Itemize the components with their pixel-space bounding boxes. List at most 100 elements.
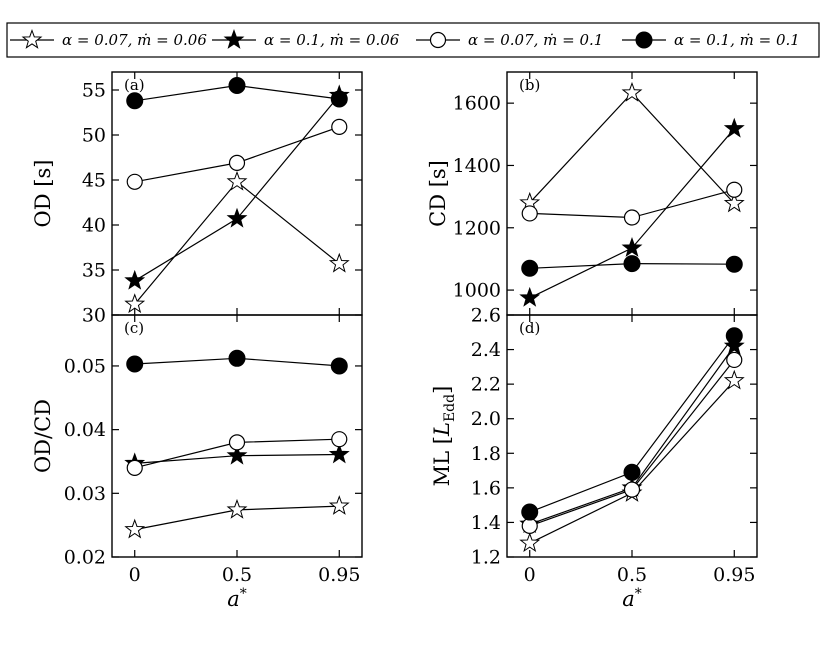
data-point xyxy=(521,517,538,534)
legend-box xyxy=(6,22,820,58)
y-tick-label: 55 xyxy=(82,80,106,102)
data-point xyxy=(124,518,146,539)
legend-marker xyxy=(429,31,447,49)
data-point xyxy=(723,369,745,390)
y-tick-label: 1000 xyxy=(453,280,501,302)
legend-label: α = 0.1, ṁ = 0.1 xyxy=(674,31,800,49)
data-point xyxy=(328,443,350,464)
data-point xyxy=(226,170,248,191)
data-point xyxy=(623,209,641,226)
data-point xyxy=(723,117,745,138)
data-point xyxy=(723,192,745,213)
series-line xyxy=(529,380,735,544)
data-point xyxy=(621,81,643,102)
panel-label: (a) xyxy=(124,76,145,94)
y-tick-label: 1.8 xyxy=(471,443,501,465)
data-point xyxy=(519,286,541,307)
data-point xyxy=(126,459,143,476)
y-tick-label: 50 xyxy=(82,125,106,147)
data-point xyxy=(725,255,743,273)
panel-b: 1000 1200 1400 1600 (b) CD [s] xyxy=(426,71,758,316)
y-tick-label: 45 xyxy=(82,170,106,192)
y-tick-label: 2.6 xyxy=(471,305,501,327)
data-point xyxy=(124,293,146,314)
y-tick-label: 30 xyxy=(82,305,106,327)
y-tick-label: 0.05 xyxy=(64,355,106,377)
series-line xyxy=(134,180,340,305)
data-point xyxy=(726,351,743,369)
series-line xyxy=(134,95,340,282)
data-point xyxy=(126,92,144,110)
data-point xyxy=(725,327,743,345)
y-tick-label: 1400 xyxy=(453,155,501,177)
data-point xyxy=(126,355,144,373)
series-line xyxy=(529,359,735,527)
y-tick-label: 1200 xyxy=(453,217,501,239)
legend-entry: α = 0.07, ṁ = 0.1 xyxy=(416,31,603,49)
data-point xyxy=(228,154,246,171)
x-tick-label: 0.95 xyxy=(318,564,360,586)
x-tick-label: 0.5 xyxy=(222,564,252,586)
panel-c: 0.02 0.03 0.04 0.05 0 0.5 0.95 (c) OD/CD xyxy=(31,314,363,586)
y-tick-label: 2.2 xyxy=(471,374,501,396)
series-line xyxy=(529,92,735,204)
legend-marker xyxy=(223,29,245,49)
data-point xyxy=(723,335,745,355)
y-axis-label: OD/CD xyxy=(31,399,55,473)
panel-d: 1.2 1.4 1.6 1.8 2.0 2.2 2.4 2.6 0 0.5 0.95 (d) ML [L… xyxy=(430,305,758,586)
data-point xyxy=(228,349,246,367)
x-axis-label: a* xyxy=(227,586,247,611)
plot-frame xyxy=(111,71,363,316)
data-point xyxy=(623,481,641,498)
data-point xyxy=(328,252,350,273)
x-axis-label: a* xyxy=(622,586,642,611)
legend-marker xyxy=(21,29,43,49)
x-tick-label: 0 xyxy=(129,564,141,586)
legend-label: α = 0.1, ṁ = 0.06 xyxy=(264,31,400,49)
y-tick-label: 1600 xyxy=(453,93,501,115)
data-point xyxy=(228,434,246,451)
data-point xyxy=(226,444,248,465)
y-tick-label: 2.4 xyxy=(471,339,501,361)
data-point xyxy=(726,181,743,198)
data-point xyxy=(521,259,539,277)
data-point xyxy=(623,255,641,273)
data-point xyxy=(330,357,348,375)
data-point xyxy=(124,269,146,290)
data-point xyxy=(226,498,248,519)
legend-entry: α = 0.1, ṁ = 0.1 xyxy=(622,31,800,49)
x-tick-label: 0.5 xyxy=(617,564,647,586)
y-tick-label: 40 xyxy=(82,215,106,237)
panel-label: (b) xyxy=(519,76,540,94)
y-tick-label: 0.04 xyxy=(64,419,106,441)
legend-label: α = 0.07, ṁ = 0.1 xyxy=(468,31,603,49)
x-tick-label: 0.95 xyxy=(713,564,755,586)
data-point xyxy=(519,532,541,553)
y-tick-label: 1.2 xyxy=(471,547,501,569)
y-tick-label: 0.02 xyxy=(64,547,106,569)
y-axis-label: OD [s] xyxy=(31,160,55,228)
y-axis-label: CD [s] xyxy=(426,160,450,227)
y-tick-label: 2.0 xyxy=(471,408,501,430)
y-tick-label: 35 xyxy=(82,260,106,282)
legend-label: α = 0.07, ṁ = 0.06 xyxy=(62,31,207,49)
legend-entry: α = 0.07, ṁ = 0.06 xyxy=(10,29,207,49)
data-point xyxy=(328,495,350,515)
legend: α = 0.07, ṁ = 0.06 α = 0.1, ṁ = 0.06 α = 0… xyxy=(6,22,820,58)
legend-marker xyxy=(635,31,653,49)
data-point xyxy=(521,503,539,521)
data-point xyxy=(331,431,348,448)
y-tick-label: 0.03 xyxy=(64,483,106,505)
data-point xyxy=(521,205,538,222)
x-tick-label: 0 xyxy=(524,564,536,586)
y-tick-label: 1.6 xyxy=(471,477,501,499)
data-point xyxy=(226,207,248,228)
y-tick-label: 1.4 xyxy=(471,512,501,534)
data-point xyxy=(331,118,348,136)
panel-label: (c) xyxy=(124,319,144,337)
legend-entry: α = 0.1, ṁ = 0.06 xyxy=(212,29,400,49)
data-point xyxy=(330,90,348,108)
data-point xyxy=(621,237,643,257)
data-point xyxy=(126,173,143,190)
